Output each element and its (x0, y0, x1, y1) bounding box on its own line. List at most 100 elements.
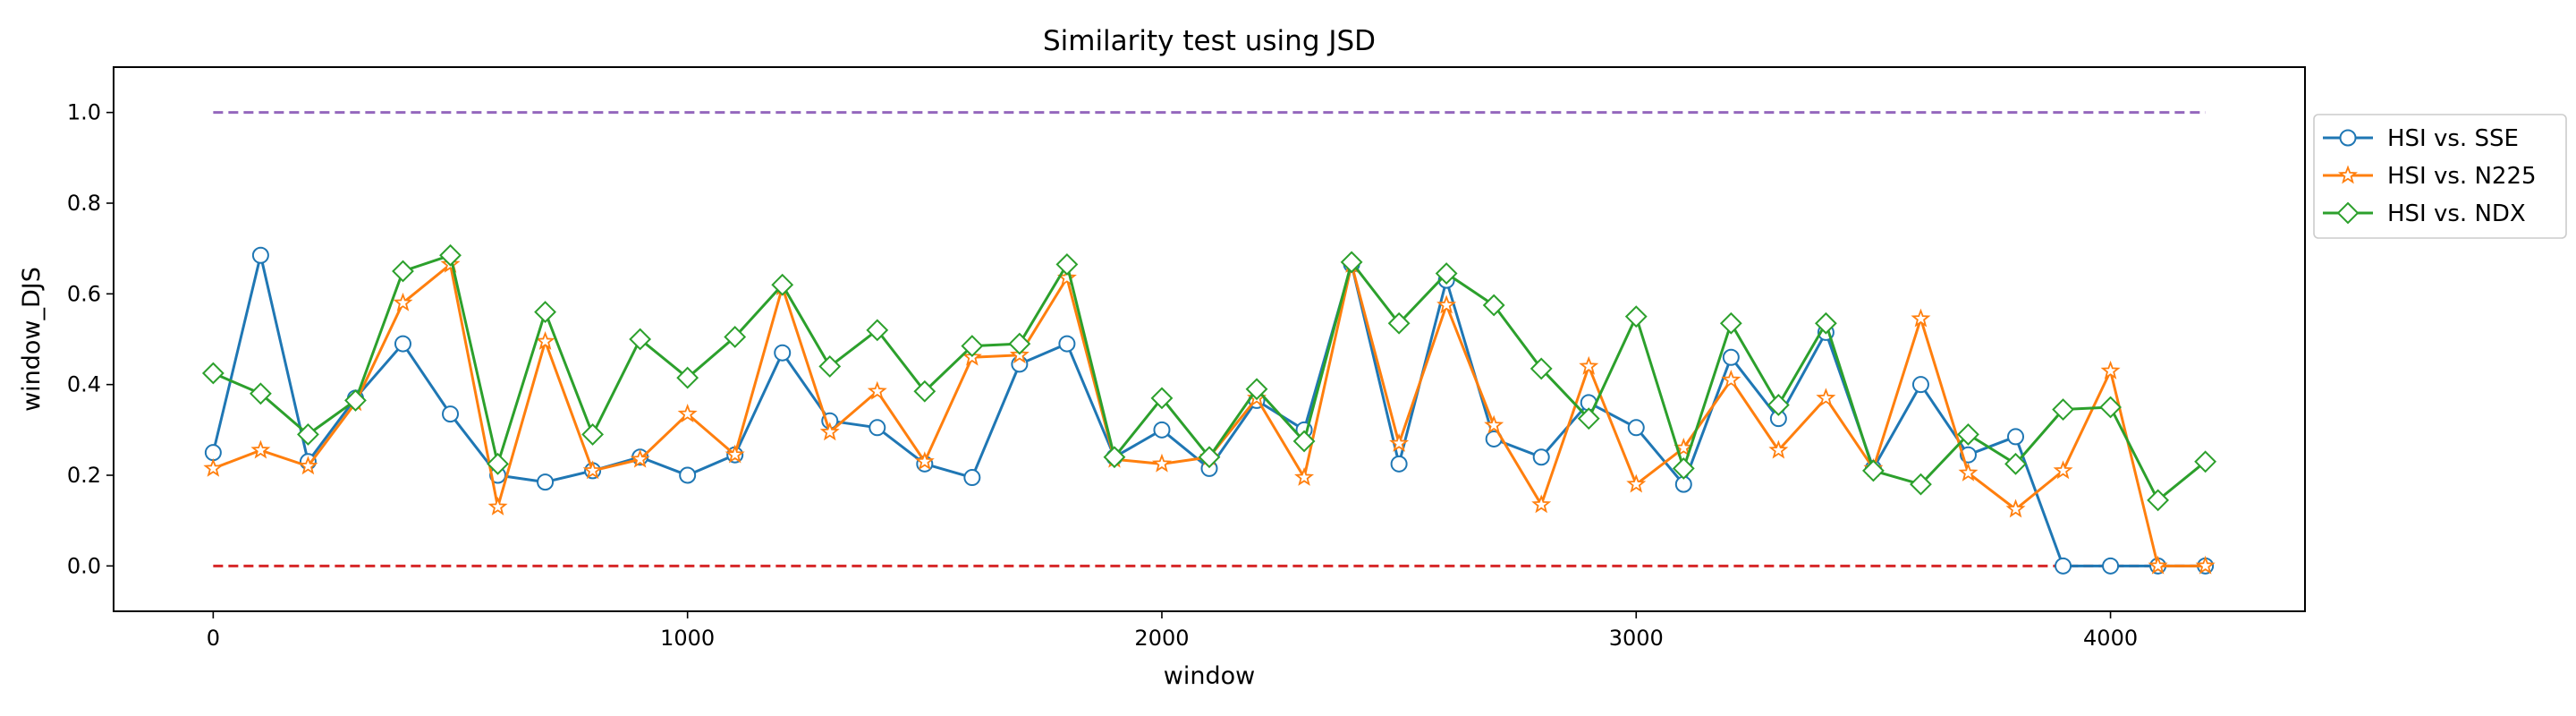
data-point (1484, 414, 1504, 434)
y-tick-label: 0.6 (67, 281, 101, 306)
data-point (1058, 335, 1076, 353)
data-point (2194, 450, 2217, 473)
data-point (1103, 446, 1126, 469)
data-point (2005, 499, 2026, 518)
data-point (2100, 360, 2121, 379)
data-point (1436, 294, 1457, 314)
data-point (1627, 419, 1645, 437)
legend-marker (2339, 129, 2357, 147)
data-point (679, 466, 697, 484)
data-point (2147, 489, 2170, 512)
plot-frame (113, 66, 2306, 612)
data-point (581, 422, 605, 446)
data-point (204, 444, 222, 462)
x-axis-label: window (1164, 662, 1255, 690)
data-point (297, 422, 319, 446)
data-point (1674, 438, 1694, 456)
data-point (1530, 357, 1553, 380)
data-point (1911, 376, 1929, 394)
data-point (439, 243, 462, 267)
data-point (201, 362, 225, 385)
data-point (394, 335, 411, 353)
data-point (1721, 370, 1741, 388)
y-axis: 0.0 0.2 0.4 0.6 0.8 1.0 (67, 100, 114, 578)
data-point (771, 273, 794, 296)
legend-entry-2: HSI vs. NDX (2323, 200, 2526, 227)
data-point (1958, 462, 1979, 482)
data-point (1482, 294, 1505, 317)
reference-lines (213, 111, 2206, 567)
data-point (392, 260, 414, 283)
x-tick-label: 3000 (1609, 626, 1664, 651)
legend-label: HSI vs. SSE (2387, 125, 2519, 152)
data-point (1626, 473, 1647, 493)
y-tick-label: 0.4 (67, 372, 101, 397)
data-point (1910, 473, 1932, 496)
data-point (724, 444, 745, 464)
x-axis: 0 1000 2000 3000 4000 (207, 611, 2138, 651)
data-point (1387, 311, 1411, 335)
data-point (630, 448, 650, 468)
data-point (1719, 311, 1742, 335)
data-point (249, 382, 272, 405)
data-point (1245, 378, 1268, 401)
data-point (250, 439, 271, 459)
legend-marker (2336, 201, 2360, 225)
x-tick-label: 0 (207, 626, 220, 651)
data-point (1624, 305, 1648, 328)
y-axis-label: window_DJS (18, 267, 46, 412)
data-point (1008, 332, 1031, 355)
data-point (866, 319, 889, 342)
data-point (1579, 355, 1599, 375)
data-point (867, 380, 887, 400)
data-point (1767, 394, 1790, 416)
data-point (1292, 430, 1316, 453)
data-point (1198, 446, 1221, 469)
data-point (963, 469, 981, 487)
series-1 (203, 253, 2216, 575)
data-point (961, 335, 984, 358)
x-tick-label: 4000 (2083, 626, 2138, 651)
y-tick-label: 0.8 (67, 191, 101, 216)
data-point (1340, 251, 1363, 274)
legend: HSI vs. SSE HSI vs. N225 HSI vs. NDX (2313, 114, 2567, 239)
data-point (1862, 459, 1885, 482)
data-point (344, 388, 367, 412)
series-layer (201, 243, 2217, 575)
data-point (1911, 308, 1931, 328)
data-point (1435, 262, 1458, 285)
data-point (629, 328, 652, 351)
data-point (913, 379, 936, 403)
data-point (2148, 555, 2168, 575)
data-point (818, 354, 842, 378)
y-tick-label: 1.0 (67, 100, 101, 125)
data-point (869, 419, 886, 437)
data-point (1150, 387, 1174, 410)
data-point (393, 292, 413, 311)
series-2 (201, 243, 2217, 512)
data-point (1672, 456, 1695, 480)
data-point (914, 451, 935, 471)
series-line-0 (211, 253, 2206, 567)
data-point (2102, 557, 2120, 575)
data-point (724, 326, 747, 348)
data-point (1814, 311, 1837, 335)
data-point (2195, 555, 2216, 575)
data-point (774, 344, 792, 362)
data-point (487, 452, 509, 475)
data-point (676, 366, 699, 389)
legend-label: HSI vs. N225 (2387, 163, 2537, 190)
legend-entry-0: HSI vs. SSE (2323, 125, 2519, 152)
data-point (1957, 422, 1979, 446)
legend-box (2313, 114, 2567, 239)
data-point (819, 422, 840, 441)
data-point (535, 330, 555, 350)
data-point (1532, 448, 1550, 466)
data-point (442, 405, 460, 423)
data-point (1768, 439, 1789, 459)
data-point (2004, 452, 2027, 475)
data-point (1722, 348, 1740, 366)
data-point (582, 460, 603, 480)
data-point (2052, 398, 2074, 421)
data-point (2055, 557, 2072, 575)
